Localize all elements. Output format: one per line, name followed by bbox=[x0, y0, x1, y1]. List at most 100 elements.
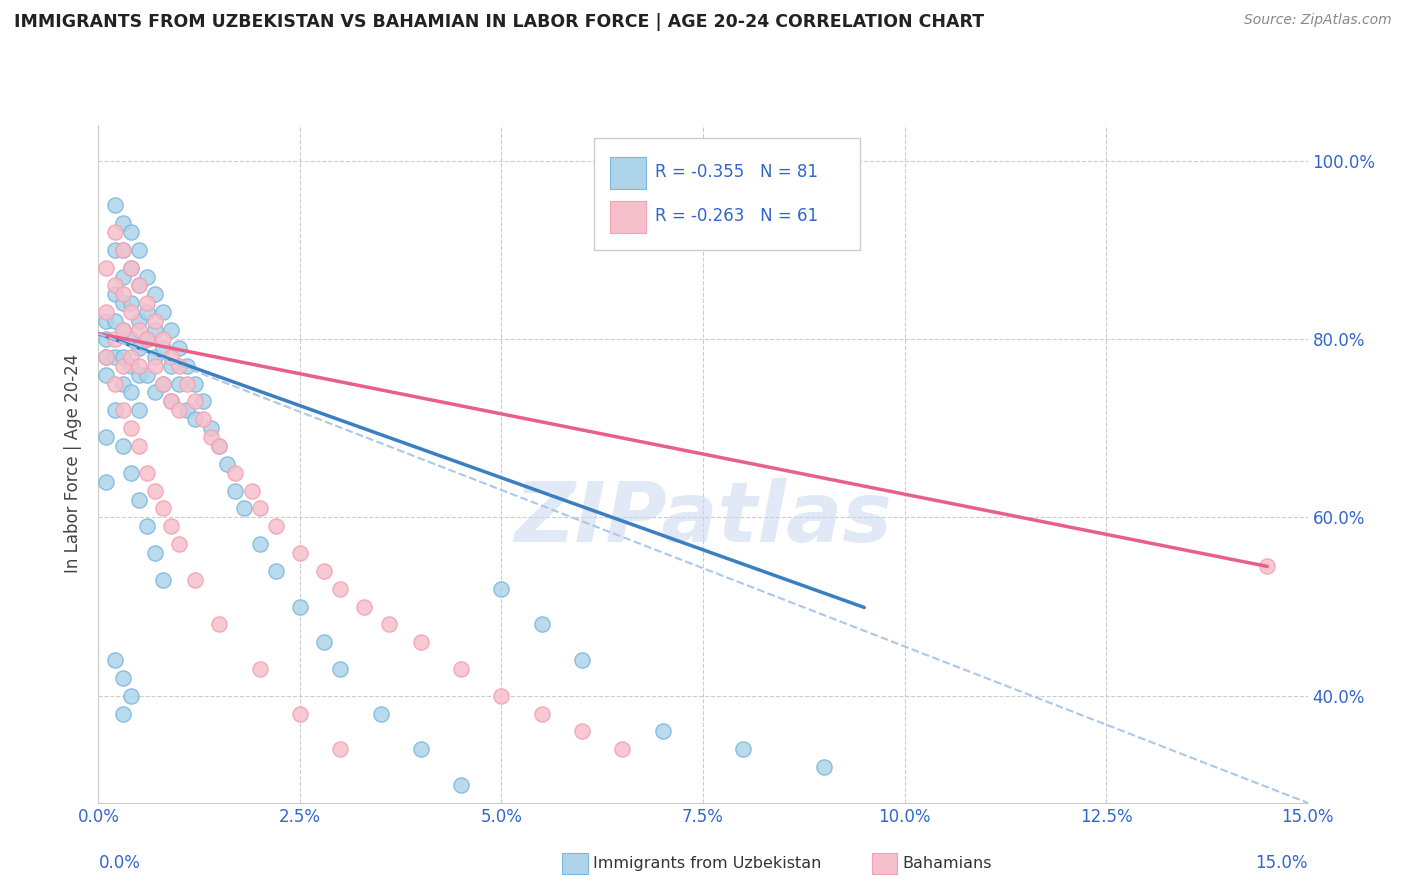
Point bbox=[103, 243, 125, 257]
Point bbox=[143, 546, 166, 560]
Point bbox=[111, 376, 134, 391]
Point bbox=[96, 350, 118, 364]
Point bbox=[135, 269, 157, 284]
Point bbox=[135, 332, 157, 346]
Text: R = -0.355   N = 81: R = -0.355 N = 81 bbox=[655, 163, 818, 181]
Point bbox=[143, 359, 166, 373]
Point bbox=[491, 689, 513, 703]
Point bbox=[128, 359, 150, 373]
Point bbox=[96, 368, 118, 382]
Point bbox=[120, 466, 142, 480]
Point bbox=[288, 546, 311, 560]
Point bbox=[249, 537, 271, 551]
Point bbox=[96, 350, 118, 364]
Point bbox=[264, 519, 287, 533]
Point bbox=[103, 350, 125, 364]
Point bbox=[128, 278, 150, 293]
Point bbox=[120, 385, 142, 400]
Point bbox=[264, 564, 287, 578]
Point bbox=[103, 376, 125, 391]
Point bbox=[120, 421, 142, 435]
Point bbox=[240, 483, 263, 498]
Text: Bahamians: Bahamians bbox=[903, 856, 993, 871]
Point bbox=[314, 635, 336, 649]
Point bbox=[152, 341, 174, 355]
Point bbox=[571, 653, 593, 667]
Point bbox=[120, 260, 142, 275]
Point bbox=[96, 475, 118, 489]
Point bbox=[152, 332, 174, 346]
Point bbox=[111, 243, 134, 257]
Point bbox=[813, 760, 835, 774]
Point bbox=[111, 216, 134, 230]
Point bbox=[651, 724, 673, 739]
Point bbox=[128, 341, 150, 355]
Point bbox=[370, 706, 392, 721]
Point bbox=[1256, 559, 1278, 574]
Point bbox=[377, 617, 399, 632]
Point bbox=[217, 457, 239, 471]
Point bbox=[176, 359, 198, 373]
Point bbox=[208, 439, 231, 453]
Point bbox=[111, 269, 134, 284]
Point bbox=[120, 225, 142, 239]
FancyBboxPatch shape bbox=[610, 157, 647, 189]
Point bbox=[120, 260, 142, 275]
Point bbox=[733, 742, 755, 756]
Point bbox=[160, 519, 183, 533]
Text: 15.0%: 15.0% bbox=[1256, 855, 1308, 872]
Point bbox=[160, 394, 183, 409]
Point bbox=[120, 296, 142, 310]
Point bbox=[353, 599, 375, 614]
Point bbox=[111, 243, 134, 257]
Point bbox=[249, 662, 271, 676]
Point bbox=[193, 394, 215, 409]
Point bbox=[143, 350, 166, 364]
Point bbox=[111, 706, 134, 721]
Point bbox=[167, 376, 190, 391]
Point bbox=[135, 296, 157, 310]
Point bbox=[612, 742, 634, 756]
Point bbox=[96, 332, 118, 346]
Point bbox=[167, 537, 190, 551]
Point bbox=[103, 653, 125, 667]
Point bbox=[160, 394, 183, 409]
Point bbox=[160, 350, 183, 364]
Point bbox=[329, 742, 352, 756]
Text: 0.0%: 0.0% bbox=[98, 855, 141, 872]
Point bbox=[167, 341, 190, 355]
Point bbox=[200, 430, 222, 444]
Point bbox=[135, 368, 157, 382]
Point bbox=[530, 617, 553, 632]
Point bbox=[450, 662, 472, 676]
Point bbox=[96, 314, 118, 328]
Point bbox=[152, 305, 174, 319]
Point bbox=[193, 412, 215, 426]
Point bbox=[96, 430, 118, 444]
Point bbox=[224, 483, 246, 498]
Point bbox=[143, 483, 166, 498]
Point bbox=[120, 689, 142, 703]
Point bbox=[208, 439, 231, 453]
Point bbox=[314, 564, 336, 578]
Point bbox=[120, 305, 142, 319]
Point bbox=[184, 573, 207, 587]
Point bbox=[111, 439, 134, 453]
Point bbox=[450, 778, 472, 792]
Point bbox=[184, 412, 207, 426]
Point bbox=[111, 323, 134, 337]
Point bbox=[128, 278, 150, 293]
Point bbox=[491, 582, 513, 596]
Point bbox=[160, 323, 183, 337]
Point bbox=[135, 332, 157, 346]
FancyBboxPatch shape bbox=[610, 201, 647, 234]
Point bbox=[111, 403, 134, 417]
Point bbox=[143, 323, 166, 337]
Point bbox=[103, 314, 125, 328]
Point bbox=[111, 296, 134, 310]
FancyBboxPatch shape bbox=[595, 138, 860, 251]
Point bbox=[111, 287, 134, 301]
Point bbox=[120, 332, 142, 346]
Point bbox=[167, 403, 190, 417]
Point bbox=[288, 599, 311, 614]
